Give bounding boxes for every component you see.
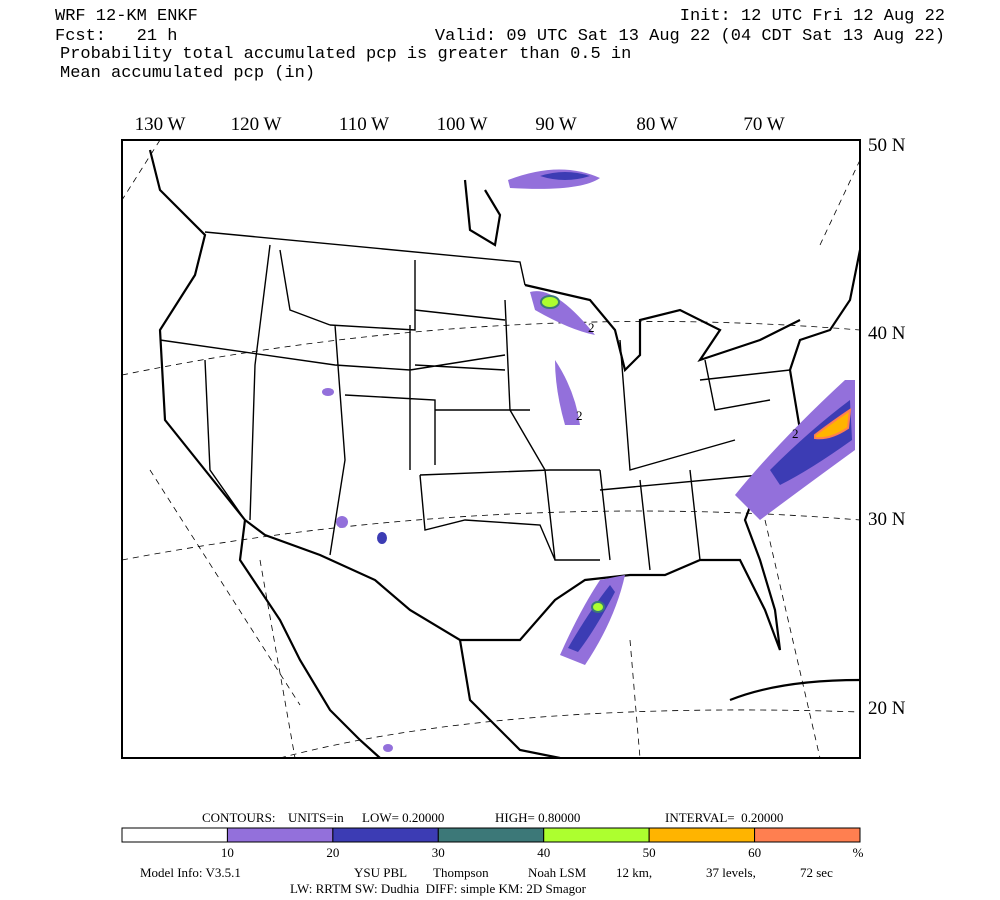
pbl: YSU PBL <box>354 865 407 880</box>
contour-info: CONTOURS: UNITS=in LOW= 0.20000 HIGH= 0.… <box>202 810 783 825</box>
lat-label: 50 N <box>868 135 906 156</box>
resolution: 12 km, <box>616 865 652 880</box>
lat-label: 30 N <box>868 509 906 530</box>
contours-low: LOW= 0.20000 <box>362 810 444 825</box>
lon-labels: 130 W 120 W 110 W 100 W 90 W 80 W 70 W <box>135 114 785 135</box>
colorbar-label: 50 <box>643 845 656 860</box>
precip-shading <box>322 169 855 752</box>
colorbar-label: % <box>853 845 864 860</box>
colorbar-segment <box>226 827 334 843</box>
lon-label: 70 W <box>743 114 784 135</box>
lon-label: 100 W <box>437 114 488 135</box>
lat-label: 40 N <box>868 323 906 344</box>
contour-label: 2 <box>792 426 799 441</box>
colorbar-label: 10 <box>221 845 234 860</box>
model-name: WRF 12-KM ENKF <box>55 7 198 26</box>
contour-label: 2 <box>588 320 595 335</box>
state-borders <box>159 231 791 571</box>
map-frame <box>121 139 861 759</box>
lat-label: 20 N <box>868 698 906 719</box>
model-info: Model Info: V3.5.1 <box>140 865 241 880</box>
colorbar-segment <box>754 827 861 843</box>
forecast-hour: Fcst: 21 h <box>55 27 177 46</box>
map: 2 2 2 <box>121 139 862 760</box>
contours-interval: INTERVAL= 0.20000 <box>665 810 783 825</box>
lon-label: 120 W <box>231 114 282 135</box>
lon-label: 80 W <box>636 114 677 135</box>
colorbar-segment <box>543 827 650 843</box>
lon-label: 110 W <box>339 114 389 135</box>
lsm: Noah LSM <box>528 865 587 880</box>
lon-label: 90 W <box>535 114 576 135</box>
colorbar: 10 20 30 40 50 60% <box>121 827 864 860</box>
colorbar-label: 20 <box>326 845 339 860</box>
colorbar-label: 40 <box>537 845 550 860</box>
colorbar-segment <box>332 827 439 843</box>
init-time: Init: 12 UTC Fri 12 Aug 22 <box>680 7 945 26</box>
colorbar-label: 30 <box>432 845 445 860</box>
valid-time: Valid: 09 UTC Sat 13 Aug 22 (04 CDT Sat … <box>435 27 945 46</box>
graticule <box>121 139 861 759</box>
colorbar-segment <box>437 827 545 843</box>
contours-high: HIGH= 0.80000 <box>495 810 580 825</box>
contours-units: UNITS=in <box>288 810 344 825</box>
lat-labels: 50 N 40 N 30 N 20 N <box>868 135 906 719</box>
coastlines <box>148 149 862 760</box>
colorbar-label: 60 <box>748 845 761 860</box>
contour-label: 2 <box>576 408 583 423</box>
physics-info: LW: RRTM SW: Dudhia DIFF: simple KM: 2D … <box>290 881 587 896</box>
microphysics: Thompson <box>433 865 489 880</box>
levels: 37 levels, <box>706 865 756 880</box>
field-title: Probability total accumulated pcp is gre… <box>60 45 631 64</box>
timestep: 72 sec <box>800 865 833 880</box>
colorbar-segment <box>121 827 228 843</box>
contours-label: CONTOURS: <box>202 810 275 825</box>
lon-label: 130 W <box>135 114 186 135</box>
field-subtitle: Mean accumulated pcp (in) <box>60 64 315 83</box>
colorbar-segment <box>648 827 756 843</box>
